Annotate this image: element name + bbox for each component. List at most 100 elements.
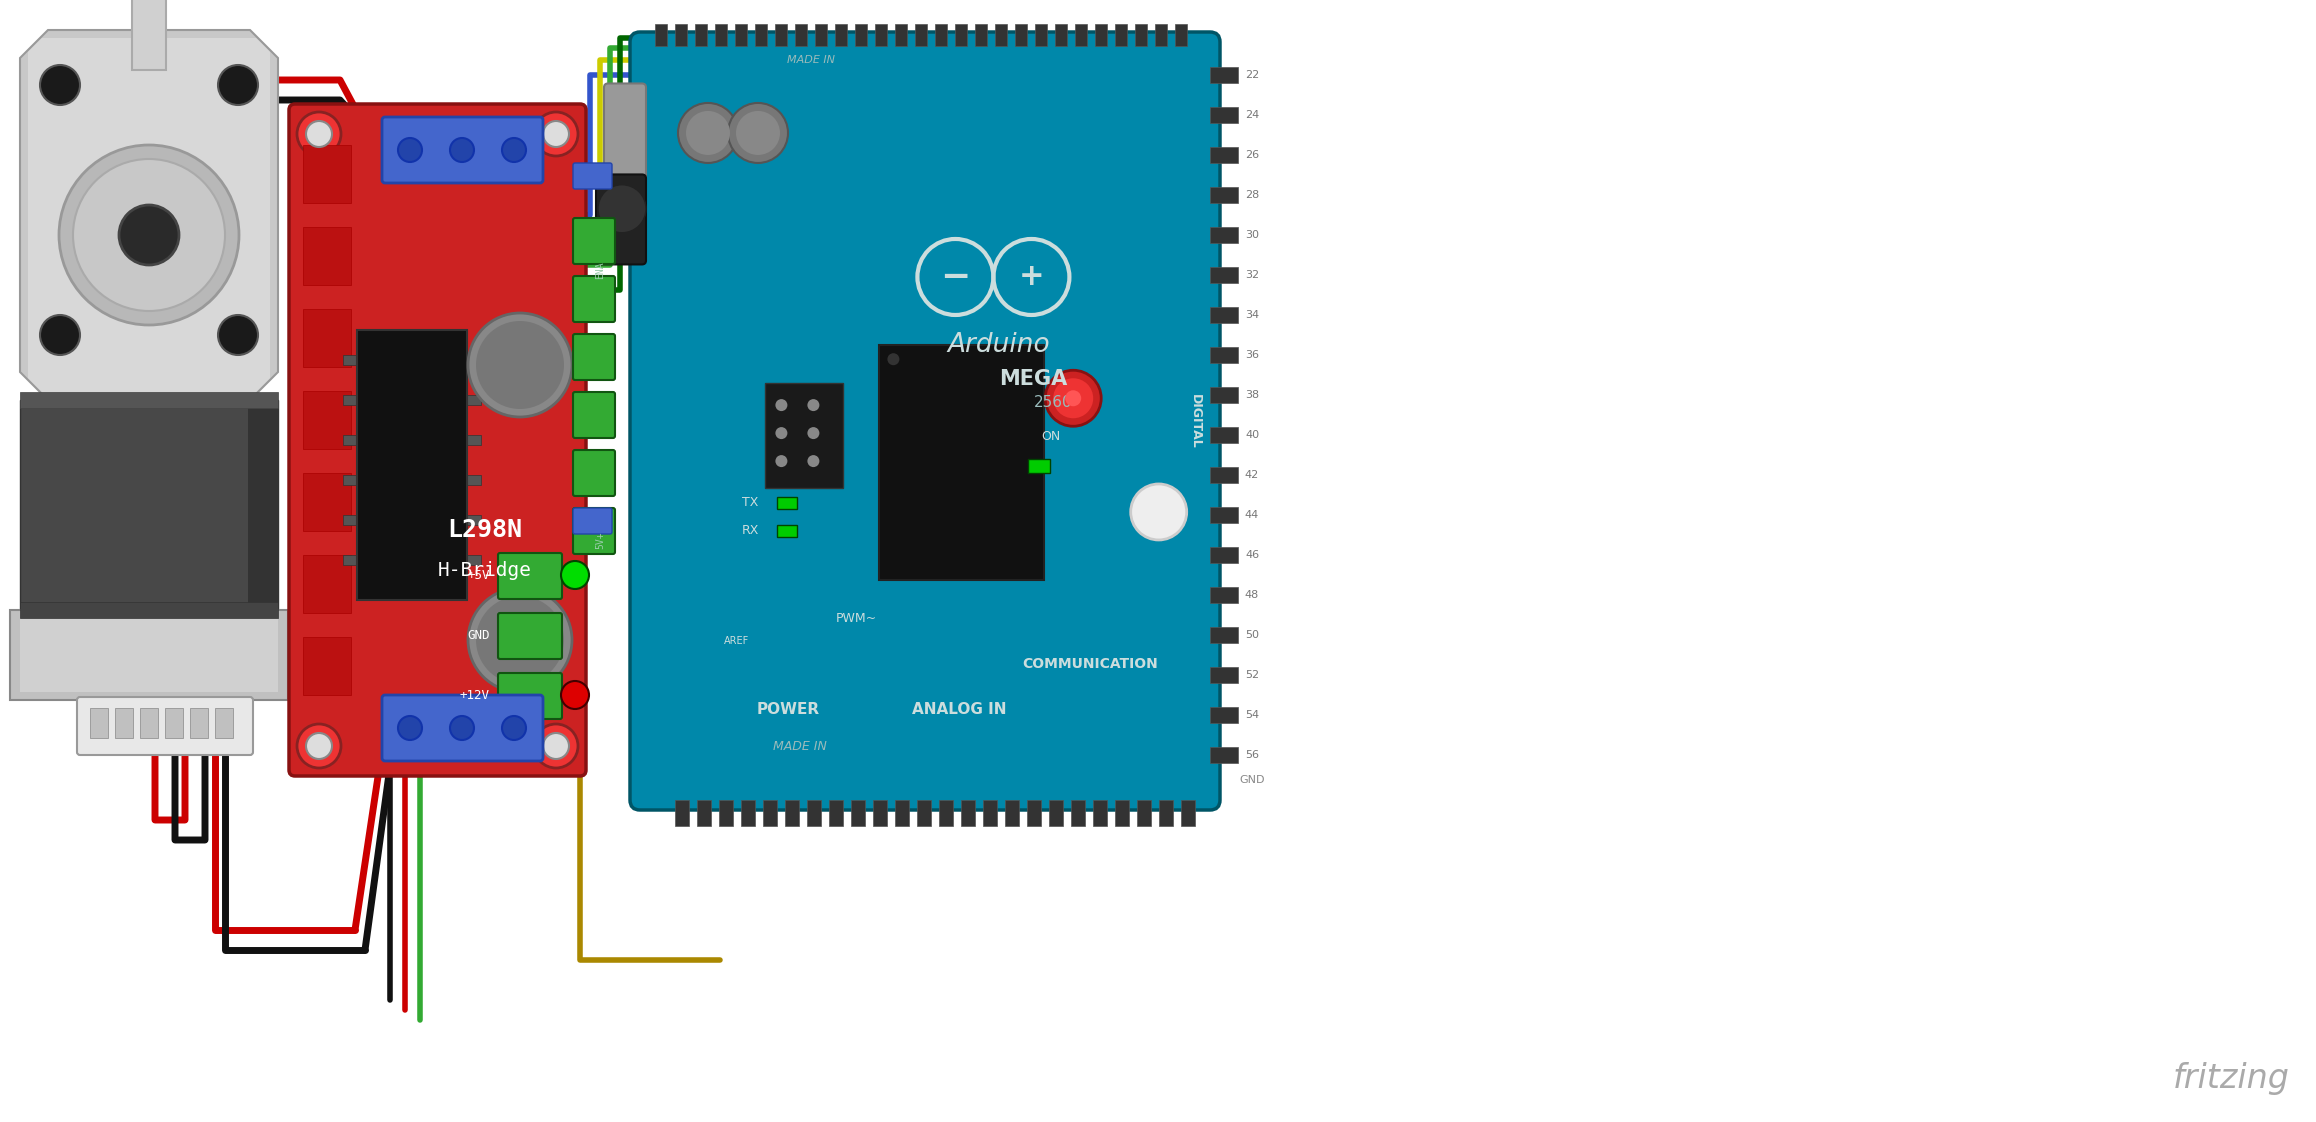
Circle shape — [39, 65, 81, 105]
FancyBboxPatch shape — [572, 334, 616, 380]
Text: 5V+: 5V+ — [595, 531, 604, 549]
Bar — [1114, 800, 1128, 826]
FancyBboxPatch shape — [76, 697, 252, 755]
Text: ENA: ENA — [595, 261, 604, 278]
Bar — [880, 346, 1045, 580]
Bar — [1209, 747, 1239, 763]
Polygon shape — [21, 30, 278, 401]
Circle shape — [398, 138, 422, 162]
Bar — [894, 800, 908, 826]
Bar — [139, 708, 157, 738]
Bar — [655, 24, 667, 46]
Bar — [718, 800, 732, 826]
Text: ANALOG IN: ANALOG IN — [913, 701, 1007, 717]
Text: 48: 48 — [1246, 590, 1260, 600]
Circle shape — [808, 427, 820, 439]
Bar — [755, 24, 767, 46]
Bar — [776, 525, 797, 536]
Bar — [836, 24, 848, 46]
Bar — [468, 475, 482, 485]
Text: H-Bridge: H-Bridge — [438, 561, 533, 579]
Bar — [468, 355, 482, 365]
Bar — [1209, 467, 1239, 482]
Bar — [1093, 800, 1107, 826]
Circle shape — [808, 399, 820, 411]
Text: MADE IN: MADE IN — [787, 55, 836, 65]
Bar — [343, 435, 357, 445]
Bar — [938, 800, 952, 826]
Polygon shape — [28, 38, 271, 392]
Circle shape — [449, 138, 475, 162]
Bar — [1209, 227, 1239, 243]
Bar — [695, 24, 706, 46]
Text: 56: 56 — [1246, 749, 1260, 760]
FancyBboxPatch shape — [382, 117, 542, 183]
FancyBboxPatch shape — [382, 695, 542, 761]
Bar — [357, 330, 468, 600]
Bar — [806, 800, 820, 826]
Bar — [1156, 24, 1167, 46]
Bar — [1174, 24, 1188, 46]
FancyBboxPatch shape — [572, 218, 616, 264]
Circle shape — [727, 103, 787, 163]
Bar — [190, 708, 208, 738]
Bar — [1095, 24, 1107, 46]
Circle shape — [736, 111, 780, 155]
Text: COMMUNICATION: COMMUNICATION — [1021, 656, 1158, 671]
Text: fritzing: fritzing — [2172, 1063, 2291, 1095]
Bar — [674, 800, 688, 826]
Text: −: − — [940, 260, 970, 294]
FancyBboxPatch shape — [572, 163, 611, 188]
Circle shape — [1065, 390, 1082, 406]
Bar — [1026, 800, 1040, 826]
Bar — [1209, 387, 1239, 403]
Circle shape — [218, 65, 257, 105]
FancyBboxPatch shape — [498, 613, 563, 659]
Circle shape — [468, 588, 572, 692]
Circle shape — [598, 185, 646, 232]
Bar — [132, 0, 167, 70]
Circle shape — [542, 733, 570, 758]
Bar — [776, 497, 797, 508]
Circle shape — [398, 716, 422, 741]
Circle shape — [306, 733, 331, 758]
Text: 44: 44 — [1246, 511, 1260, 519]
Circle shape — [58, 145, 239, 325]
Bar — [1209, 67, 1239, 83]
Circle shape — [306, 121, 331, 147]
FancyBboxPatch shape — [572, 450, 616, 496]
FancyBboxPatch shape — [498, 673, 563, 719]
Circle shape — [468, 313, 572, 417]
Bar — [1181, 800, 1195, 826]
Circle shape — [535, 724, 579, 767]
Bar — [1135, 24, 1146, 46]
Bar — [303, 390, 352, 449]
Bar — [873, 800, 887, 826]
Circle shape — [1130, 484, 1186, 540]
Bar — [343, 555, 357, 565]
Bar — [343, 515, 357, 525]
Polygon shape — [21, 401, 278, 610]
Bar — [1209, 107, 1239, 123]
Bar — [1028, 459, 1049, 472]
Bar — [982, 800, 996, 826]
Bar — [1209, 427, 1239, 443]
Bar — [303, 145, 352, 203]
Bar — [1209, 707, 1239, 723]
Text: ON: ON — [1040, 430, 1061, 443]
Bar — [215, 708, 234, 738]
Bar — [794, 24, 806, 46]
Circle shape — [296, 724, 340, 767]
Circle shape — [477, 596, 565, 684]
Text: MEGA: MEGA — [998, 369, 1068, 389]
Bar — [21, 603, 278, 618]
Text: MADE IN: MADE IN — [774, 741, 827, 754]
Text: DIGITAL: DIGITAL — [1188, 394, 1202, 449]
FancyBboxPatch shape — [630, 33, 1221, 810]
Bar — [855, 24, 866, 46]
Bar — [829, 800, 843, 826]
FancyBboxPatch shape — [498, 553, 563, 599]
Bar — [875, 24, 887, 46]
Circle shape — [776, 427, 787, 439]
Text: 40: 40 — [1246, 430, 1260, 440]
